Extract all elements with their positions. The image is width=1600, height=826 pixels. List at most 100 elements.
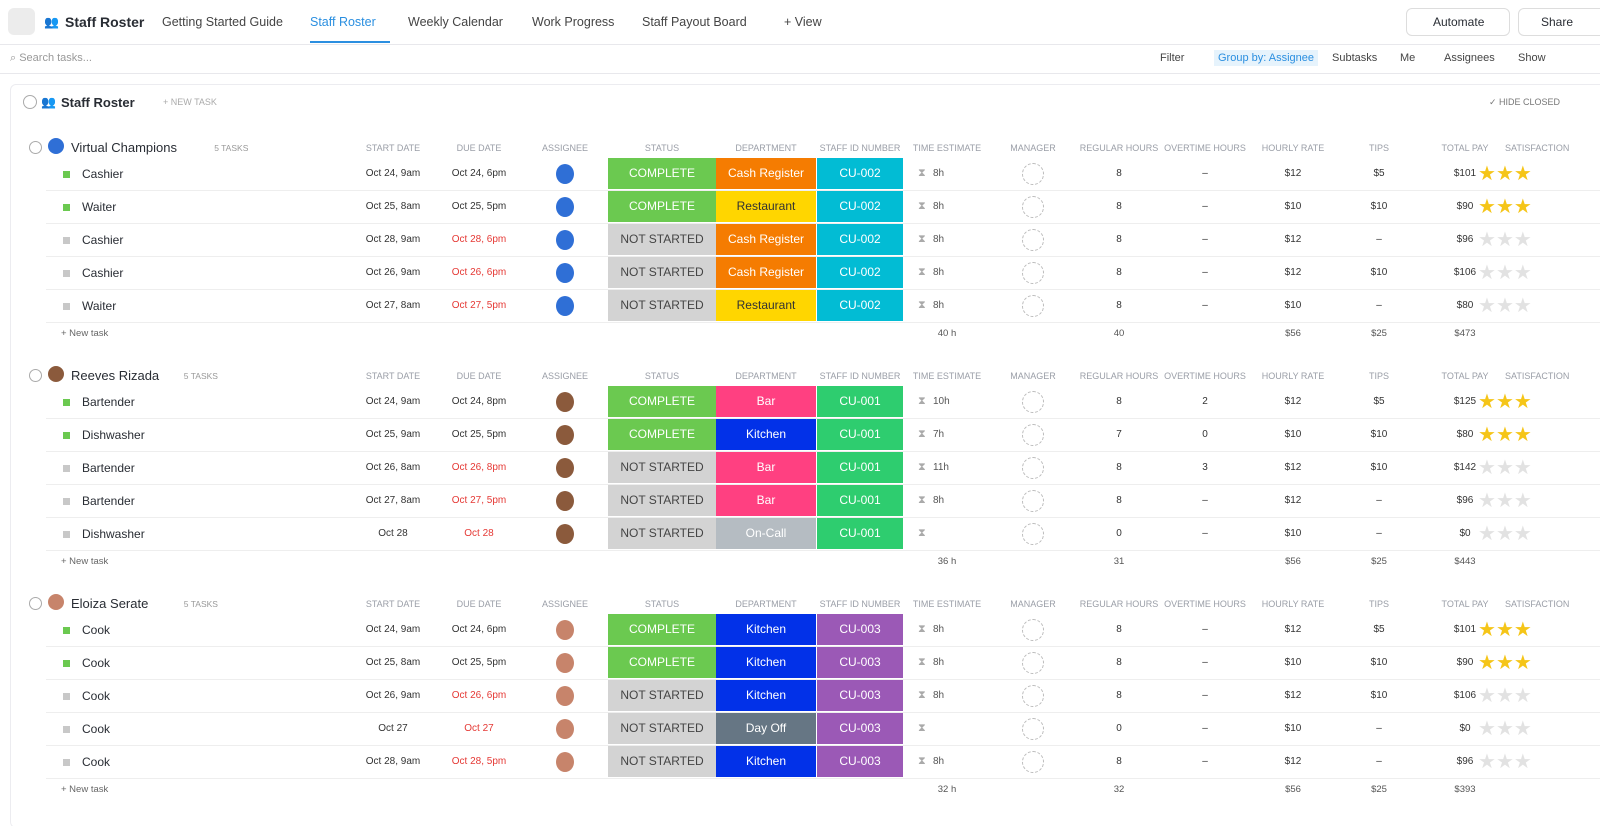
manager-placeholder[interactable]: [1022, 295, 1044, 317]
staff-id-pill[interactable]: CU-001: [817, 485, 903, 516]
satisfaction-rating[interactable]: ★★★: [1478, 425, 1532, 445]
department-pill[interactable]: Bar: [716, 386, 816, 417]
task-name[interactable]: Dishwasher: [82, 527, 145, 541]
manager-placeholder[interactable]: [1022, 229, 1044, 251]
manager-placeholder[interactable]: [1022, 163, 1044, 185]
task-name[interactable]: Bartender: [82, 395, 135, 409]
staff-id-pill[interactable]: CU-003: [817, 647, 903, 678]
task-name[interactable]: Waiter: [82, 200, 117, 214]
status-pill[interactable]: NOT STARTED: [608, 746, 716, 777]
task-name[interactable]: Cashier: [82, 266, 124, 280]
status-pill[interactable]: NOT STARTED: [608, 257, 716, 288]
staff-id-pill[interactable]: CU-003: [817, 713, 903, 744]
staff-id-pill[interactable]: CU-003: [817, 614, 903, 645]
status-pill[interactable]: NOT STARTED: [608, 518, 716, 549]
status-pill[interactable]: NOT STARTED: [608, 452, 716, 483]
collapse-toggle[interactable]: [29, 597, 42, 610]
manager-placeholder[interactable]: [1022, 196, 1044, 218]
department-pill[interactable]: Restaurant: [716, 191, 816, 222]
collapse-toggle[interactable]: [23, 95, 37, 109]
satisfaction-rating[interactable]: ★★★: [1478, 392, 1532, 412]
search-input[interactable]: ⌕ Search tasks...: [10, 52, 92, 64]
task-name[interactable]: Cashier: [82, 167, 124, 181]
new-task-row[interactable]: + New task: [61, 556, 109, 567]
department-pill[interactable]: Kitchen: [716, 680, 816, 711]
task-name[interactable]: Cashier: [82, 233, 124, 247]
department-pill[interactable]: On-Call: [716, 518, 816, 549]
view-tab[interactable]: Staff Roster: [310, 15, 376, 29]
satisfaction-rating[interactable]: ★★★: [1478, 296, 1532, 316]
status-pill[interactable]: COMPLETE: [608, 614, 716, 645]
toolbar-button[interactable]: Subtasks: [1332, 52, 1378, 64]
manager-placeholder[interactable]: [1022, 751, 1044, 773]
task-name[interactable]: Dishwasher: [82, 428, 145, 442]
manager-placeholder[interactable]: [1022, 685, 1044, 707]
staff-id-pill[interactable]: CU-002: [817, 224, 903, 255]
manager-placeholder[interactable]: [1022, 490, 1044, 512]
task-name[interactable]: Waiter: [82, 299, 117, 313]
satisfaction-rating[interactable]: ★★★: [1478, 230, 1532, 250]
toolbar-button[interactable]: Me: [1400, 52, 1416, 64]
satisfaction-rating[interactable]: ★★★: [1478, 524, 1532, 544]
staff-id-pill[interactable]: CU-002: [817, 290, 903, 321]
task-name[interactable]: Bartender: [82, 494, 135, 508]
manager-placeholder[interactable]: [1022, 424, 1044, 446]
department-pill[interactable]: Cash Register: [716, 158, 816, 189]
task-name[interactable]: Cook: [82, 656, 111, 670]
satisfaction-rating[interactable]: ★★★: [1478, 458, 1532, 478]
staff-id-pill[interactable]: CU-002: [817, 158, 903, 189]
share-button[interactable]: Share: [1518, 8, 1600, 36]
new-task-button[interactable]: + NEW TASK: [163, 97, 217, 107]
satisfaction-rating[interactable]: ★★★: [1478, 719, 1532, 739]
add-view[interactable]: + View: [784, 15, 822, 29]
status-pill[interactable]: COMPLETE: [608, 386, 716, 417]
status-pill[interactable]: NOT STARTED: [608, 713, 716, 744]
status-pill[interactable]: COMPLETE: [608, 191, 716, 222]
department-pill[interactable]: Kitchen: [716, 419, 816, 450]
satisfaction-rating[interactable]: ★★★: [1478, 653, 1532, 673]
hide-closed-button[interactable]: ✓ HIDE CLOSED: [1489, 97, 1561, 107]
staff-id-pill[interactable]: CU-002: [817, 257, 903, 288]
status-pill[interactable]: NOT STARTED: [608, 485, 716, 516]
app-icon[interactable]: [8, 8, 35, 35]
department-pill[interactable]: Kitchen: [716, 746, 816, 777]
department-pill[interactable]: Cash Register: [716, 224, 816, 255]
collapse-toggle[interactable]: [29, 369, 42, 382]
task-name[interactable]: Cook: [82, 755, 111, 769]
task-name[interactable]: Bartender: [82, 461, 135, 475]
staff-id-pill[interactable]: CU-001: [817, 452, 903, 483]
department-pill[interactable]: Bar: [716, 452, 816, 483]
satisfaction-rating[interactable]: ★★★: [1478, 197, 1532, 217]
staff-id-pill[interactable]: CU-003: [817, 746, 903, 777]
manager-placeholder[interactable]: [1022, 262, 1044, 284]
department-pill[interactable]: Kitchen: [716, 614, 816, 645]
view-tab[interactable]: Weekly Calendar: [408, 15, 503, 29]
department-pill[interactable]: Cash Register: [716, 257, 816, 288]
manager-placeholder[interactable]: [1022, 457, 1044, 479]
toolbar-button[interactable]: Filter: [1160, 52, 1185, 64]
automate-button[interactable]: Automate: [1406, 8, 1510, 36]
department-pill[interactable]: Day Off: [716, 713, 816, 744]
view-tab[interactable]: Staff Payout Board: [642, 15, 747, 29]
satisfaction-rating[interactable]: ★★★: [1478, 752, 1532, 772]
collapse-toggle[interactable]: [29, 141, 42, 154]
new-task-row[interactable]: + New task: [61, 784, 109, 795]
view-tab[interactable]: Getting Started Guide: [162, 15, 283, 29]
manager-placeholder[interactable]: [1022, 619, 1044, 641]
status-pill[interactable]: COMPLETE: [608, 647, 716, 678]
satisfaction-rating[interactable]: ★★★: [1478, 686, 1532, 706]
task-name[interactable]: Cook: [82, 623, 111, 637]
department-pill[interactable]: Bar: [716, 485, 816, 516]
task-name[interactable]: Cook: [82, 722, 111, 736]
status-pill[interactable]: NOT STARTED: [608, 290, 716, 321]
toolbar-button[interactable]: Show: [1518, 52, 1546, 64]
task-name[interactable]: Cook: [82, 689, 111, 703]
manager-placeholder[interactable]: [1022, 523, 1044, 545]
view-tab[interactable]: Work Progress: [532, 15, 615, 29]
department-pill[interactable]: Kitchen: [716, 647, 816, 678]
satisfaction-rating[interactable]: ★★★: [1478, 620, 1532, 640]
status-pill[interactable]: COMPLETE: [608, 158, 716, 189]
staff-id-pill[interactable]: CU-001: [817, 518, 903, 549]
department-pill[interactable]: Restaurant: [716, 290, 816, 321]
staff-id-pill[interactable]: CU-003: [817, 680, 903, 711]
